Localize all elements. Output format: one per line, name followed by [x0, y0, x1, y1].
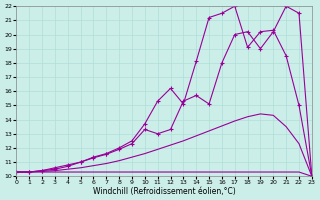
X-axis label: Windchill (Refroidissement éolien,°C): Windchill (Refroidissement éolien,°C)	[93, 187, 236, 196]
